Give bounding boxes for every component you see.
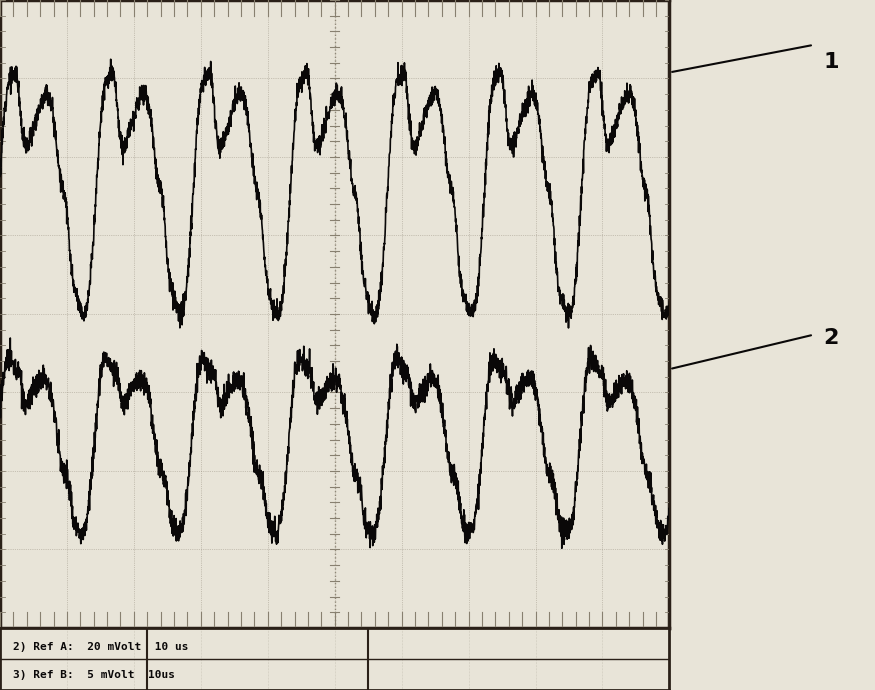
Text: 2) Ref A:  20 mVolt  10 us: 2) Ref A: 20 mVolt 10 us [13,642,189,651]
Text: 1: 1 [823,52,839,72]
Text: 3) Ref B:  5 mVolt  10us: 3) Ref B: 5 mVolt 10us [13,670,175,680]
Text: 2: 2 [823,328,839,348]
